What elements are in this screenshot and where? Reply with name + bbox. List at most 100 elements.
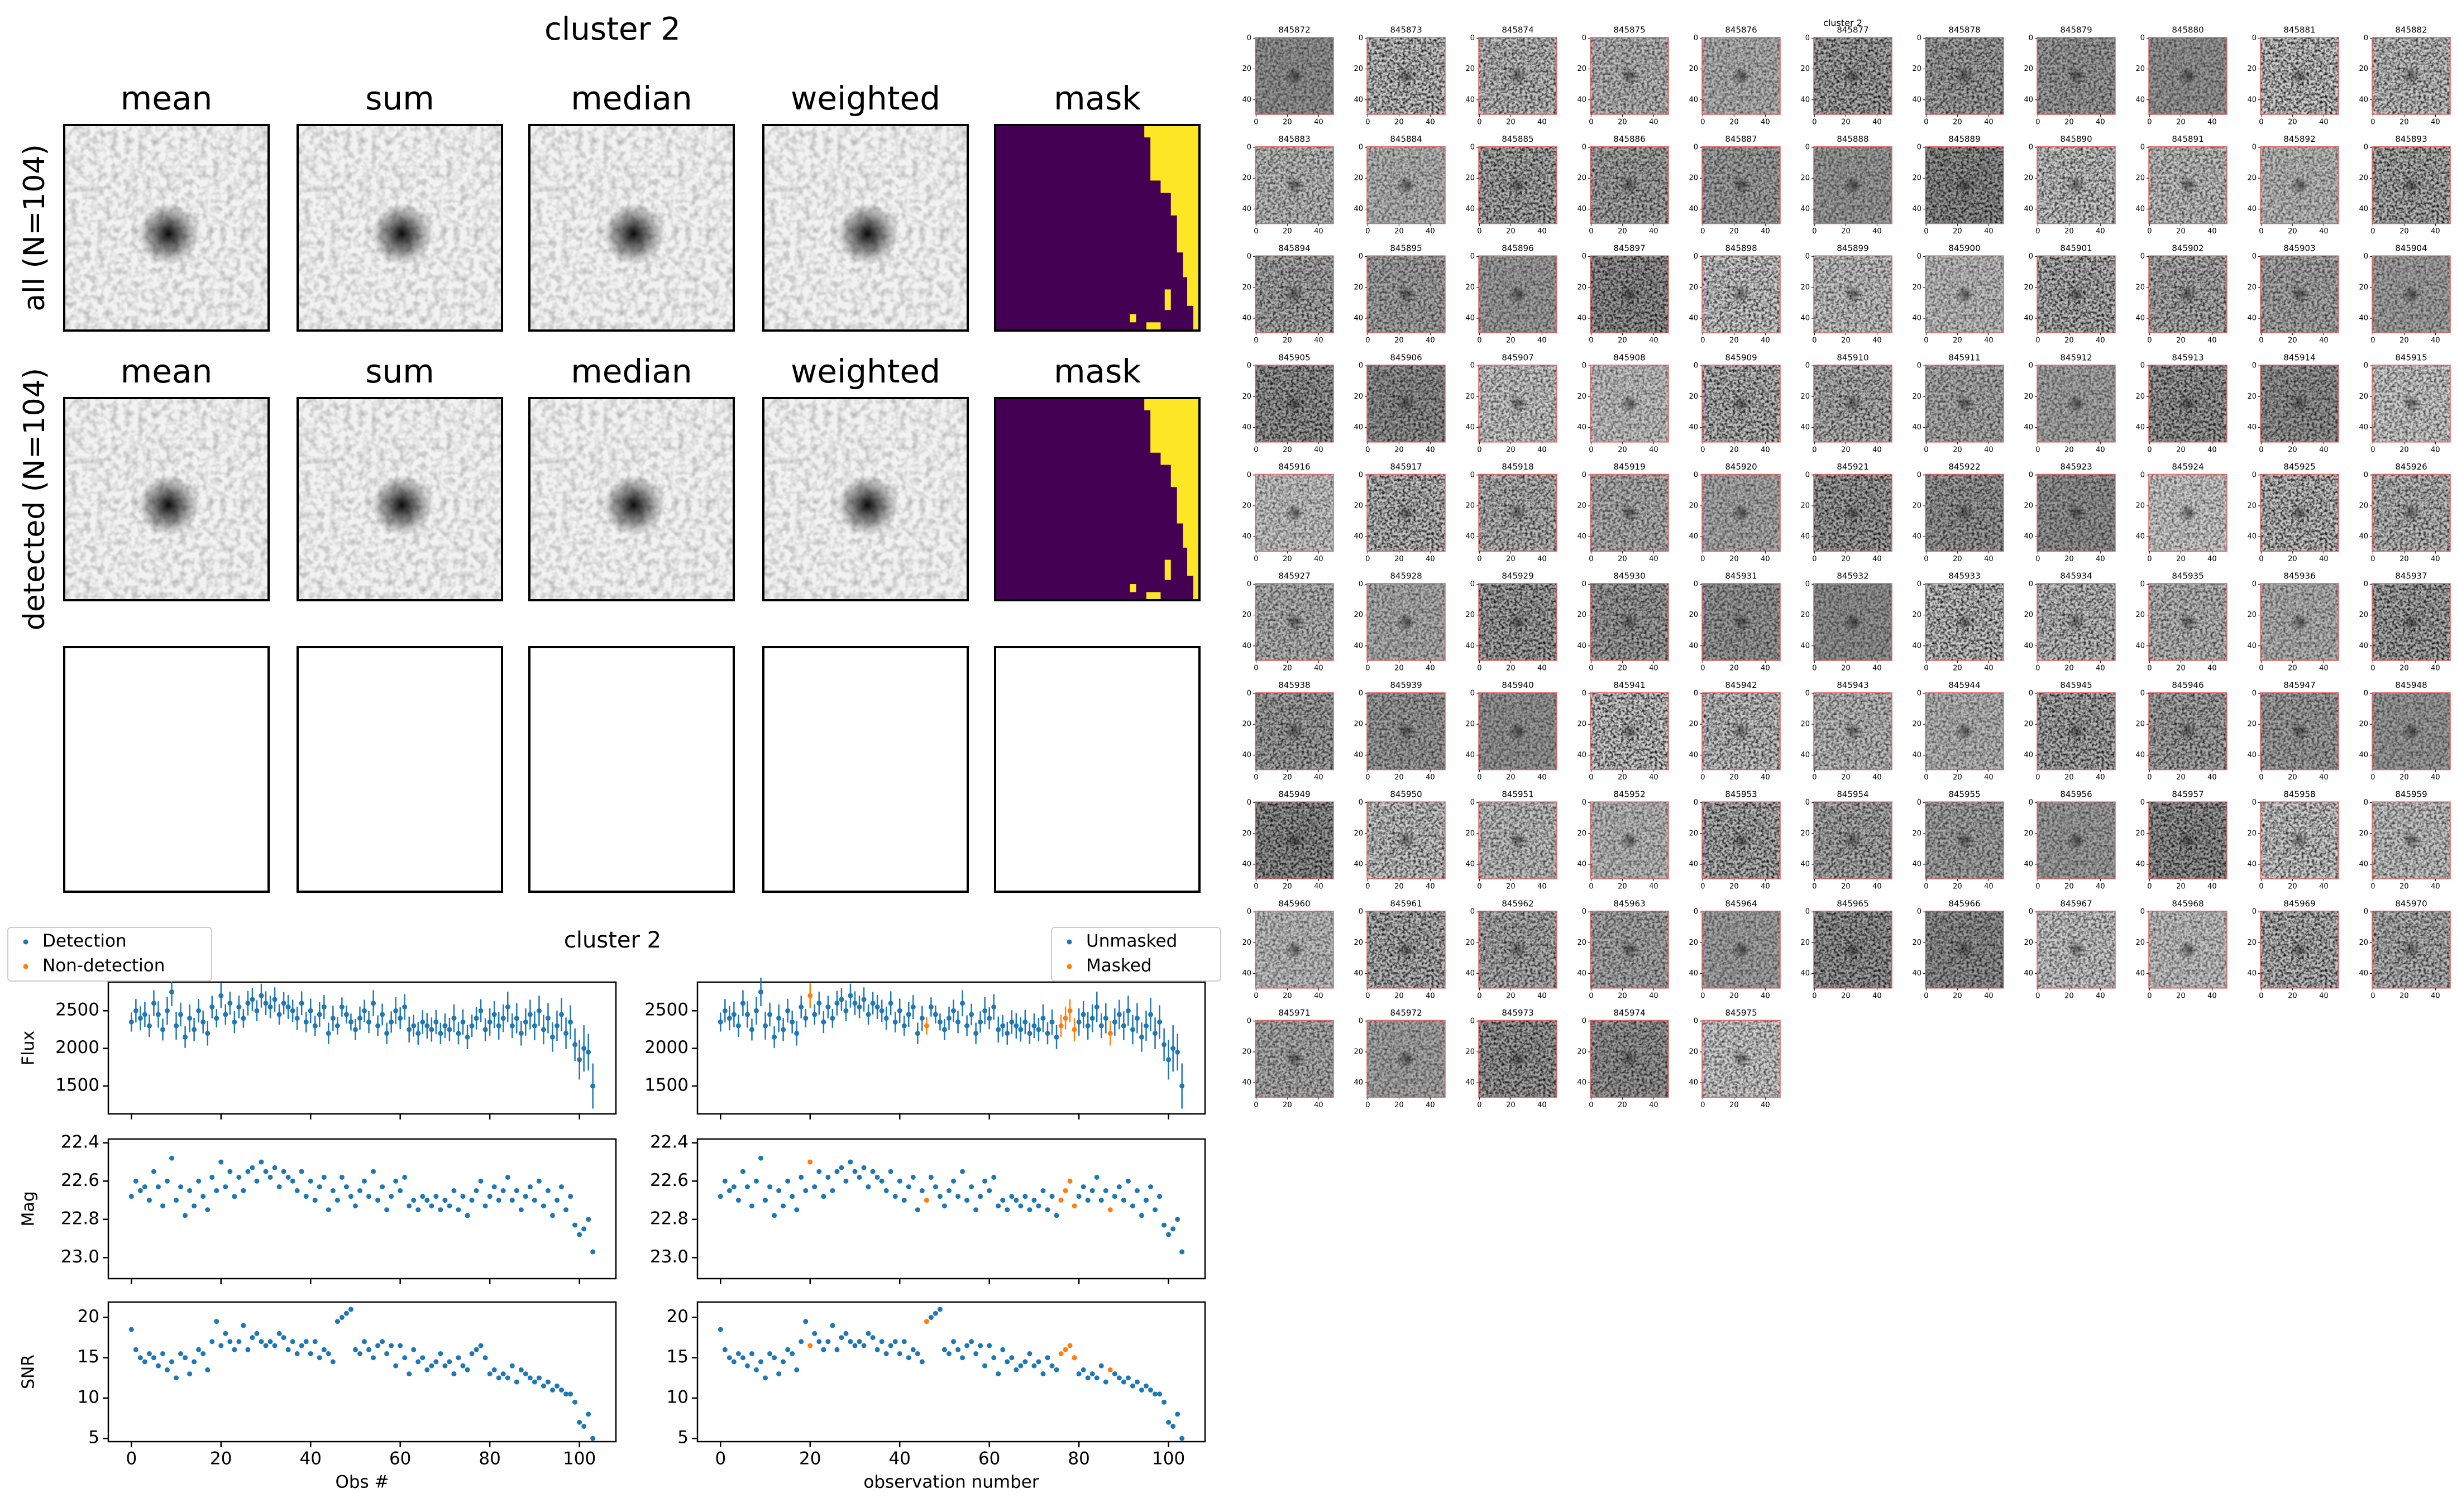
cutout-y-tick-label: 20 bbox=[1354, 611, 1363, 619]
data-point bbox=[969, 1184, 974, 1190]
cutout-x-tick-label: 0 bbox=[1365, 118, 1370, 127]
data-point bbox=[744, 1184, 750, 1190]
cutout-y-tick-label: 40 bbox=[2247, 969, 2257, 978]
cutout-y-tick-label: 0 bbox=[2029, 362, 2033, 370]
data-point bbox=[321, 1004, 327, 1010]
cutout-x-tick-label: 0 bbox=[1477, 446, 1481, 454]
data-point bbox=[209, 1339, 215, 1344]
cutout-x-tick-label: 40 bbox=[1426, 446, 1435, 454]
cutout-y-tick-label: 0 bbox=[1582, 798, 1586, 807]
cutout-source bbox=[2067, 285, 2086, 304]
cutout-x-tick-label: 40 bbox=[2431, 664, 2440, 673]
y-tick-label: 23.0 bbox=[61, 1247, 99, 1267]
data-point bbox=[982, 1178, 988, 1184]
cutout-x-tick-label: 20 bbox=[1506, 555, 1516, 563]
cutout-y-tick-label: 20 bbox=[1242, 720, 1251, 729]
cutout-image bbox=[1925, 37, 2004, 114]
cutout-label: 845927 bbox=[1278, 571, 1310, 581]
y-tick-label: 15 bbox=[667, 1347, 689, 1367]
cutout-x-tick-label: 40 bbox=[2319, 118, 2329, 127]
data-point bbox=[433, 1359, 439, 1365]
data-point bbox=[924, 1198, 929, 1203]
cutout-x-tick-label: 20 bbox=[1394, 1101, 1404, 1109]
cutout-y-tick-label: 20 bbox=[1800, 65, 1810, 73]
data-point bbox=[1157, 1391, 1163, 1397]
data-point bbox=[303, 1194, 309, 1199]
cutout-y-tick-label: 20 bbox=[1242, 939, 1251, 947]
cutout-y-tick-label: 0 bbox=[1470, 798, 1475, 807]
cutout-y-tick-label: 40 bbox=[2024, 533, 2033, 541]
cutout-y-tick-label: 0 bbox=[2252, 908, 2257, 916]
data-point bbox=[460, 1194, 466, 1199]
cutout-frame bbox=[1590, 146, 1669, 224]
cutout-y-tick-label: 20 bbox=[1465, 1047, 1475, 1056]
cutout-image bbox=[2372, 583, 2450, 661]
cutout-x-tick-label: 40 bbox=[2319, 555, 2329, 563]
cutout-source bbox=[1843, 722, 1862, 741]
data-point bbox=[294, 1351, 300, 1356]
cutout-x-tick-label: 40 bbox=[2096, 555, 2105, 563]
cutout-x-tick-label: 40 bbox=[1984, 883, 1994, 891]
data-point bbox=[839, 1335, 844, 1341]
data-point bbox=[1022, 1194, 1028, 1199]
cutout-x-tick-label: 0 bbox=[1812, 118, 1817, 127]
data-point bbox=[165, 1367, 170, 1372]
cutout-x-tick-label: 40 bbox=[1314, 227, 1323, 236]
y-tick-label: 15 bbox=[78, 1347, 99, 1367]
stamp-frame bbox=[63, 397, 270, 601]
cutout-y-tick-label: 20 bbox=[1689, 829, 1698, 838]
cutout-source bbox=[2402, 831, 2421, 850]
row-label: detected (N=104) bbox=[18, 368, 51, 630]
cutout-y-tick-label: 40 bbox=[1577, 205, 1586, 213]
cutout-label: 845935 bbox=[2172, 571, 2203, 581]
cutout-y-tick-label: 0 bbox=[1359, 798, 1363, 807]
cutout-image bbox=[1479, 365, 1557, 442]
cutout-x-tick-label: 0 bbox=[2147, 664, 2152, 673]
cutout-y-tick-label: 40 bbox=[2024, 751, 2033, 759]
cutout-y-tick-label: 0 bbox=[2029, 34, 2033, 42]
cutout-x-tick-label: 20 bbox=[2288, 337, 2297, 345]
cutout-x-tick-label: 0 bbox=[1365, 1101, 1370, 1109]
data-point bbox=[870, 1169, 876, 1174]
data-point bbox=[263, 1001, 269, 1006]
cutout-y-tick-label: 0 bbox=[1247, 362, 1251, 370]
data-point bbox=[996, 1371, 1001, 1377]
cutout-label: 845969 bbox=[2283, 898, 2315, 908]
cutout-y-tick-label: 20 bbox=[2024, 939, 2033, 947]
cutout-y-tick-label: 40 bbox=[1354, 205, 1363, 213]
cutout-frame bbox=[1478, 146, 1557, 224]
x-axis-label: Obs # bbox=[335, 1472, 389, 1492]
data-point bbox=[375, 1198, 381, 1203]
data-point bbox=[581, 1226, 587, 1232]
cutout-frame bbox=[1813, 801, 1892, 879]
cutout-x-tick-label: 20 bbox=[1953, 555, 1962, 563]
legend-label: Detection bbox=[42, 931, 127, 951]
column-title: median bbox=[571, 79, 692, 117]
cutout-label: 845882 bbox=[2395, 25, 2427, 35]
cutout-x-tick-label: 0 bbox=[1924, 337, 1928, 345]
cutout-y-tick-label: 0 bbox=[1582, 252, 1586, 261]
cutout-source bbox=[1955, 613, 1974, 631]
cutout-x-tick-label: 20 bbox=[1953, 664, 1962, 673]
cutout-x-tick-label: 40 bbox=[2096, 773, 2105, 782]
cutout-y-tick-label: 40 bbox=[1689, 860, 1698, 868]
cutout-x-tick-label: 40 bbox=[1872, 992, 1882, 1000]
cutout-frame bbox=[2372, 365, 2451, 443]
data-point bbox=[1045, 1031, 1050, 1036]
data-point bbox=[861, 1165, 867, 1170]
cutout-source bbox=[1955, 503, 1974, 522]
cutout-frame bbox=[1701, 911, 1781, 989]
cutout-y-tick-label: 20 bbox=[1465, 939, 1475, 947]
data-point bbox=[901, 1198, 907, 1203]
data-point bbox=[380, 1339, 385, 1344]
mask-image bbox=[995, 125, 1199, 331]
cutout-image bbox=[1590, 583, 1669, 661]
data-point bbox=[1153, 1391, 1158, 1397]
cutout-y-tick-label: 0 bbox=[2140, 34, 2145, 42]
cutout-x-tick-label: 0 bbox=[1254, 446, 1258, 454]
cutout-image bbox=[2037, 474, 2115, 552]
cutout-image bbox=[1925, 802, 2004, 879]
cutout-x-tick-label: 40 bbox=[2096, 118, 2105, 127]
data-point bbox=[790, 1194, 795, 1199]
data-point bbox=[812, 1184, 818, 1190]
